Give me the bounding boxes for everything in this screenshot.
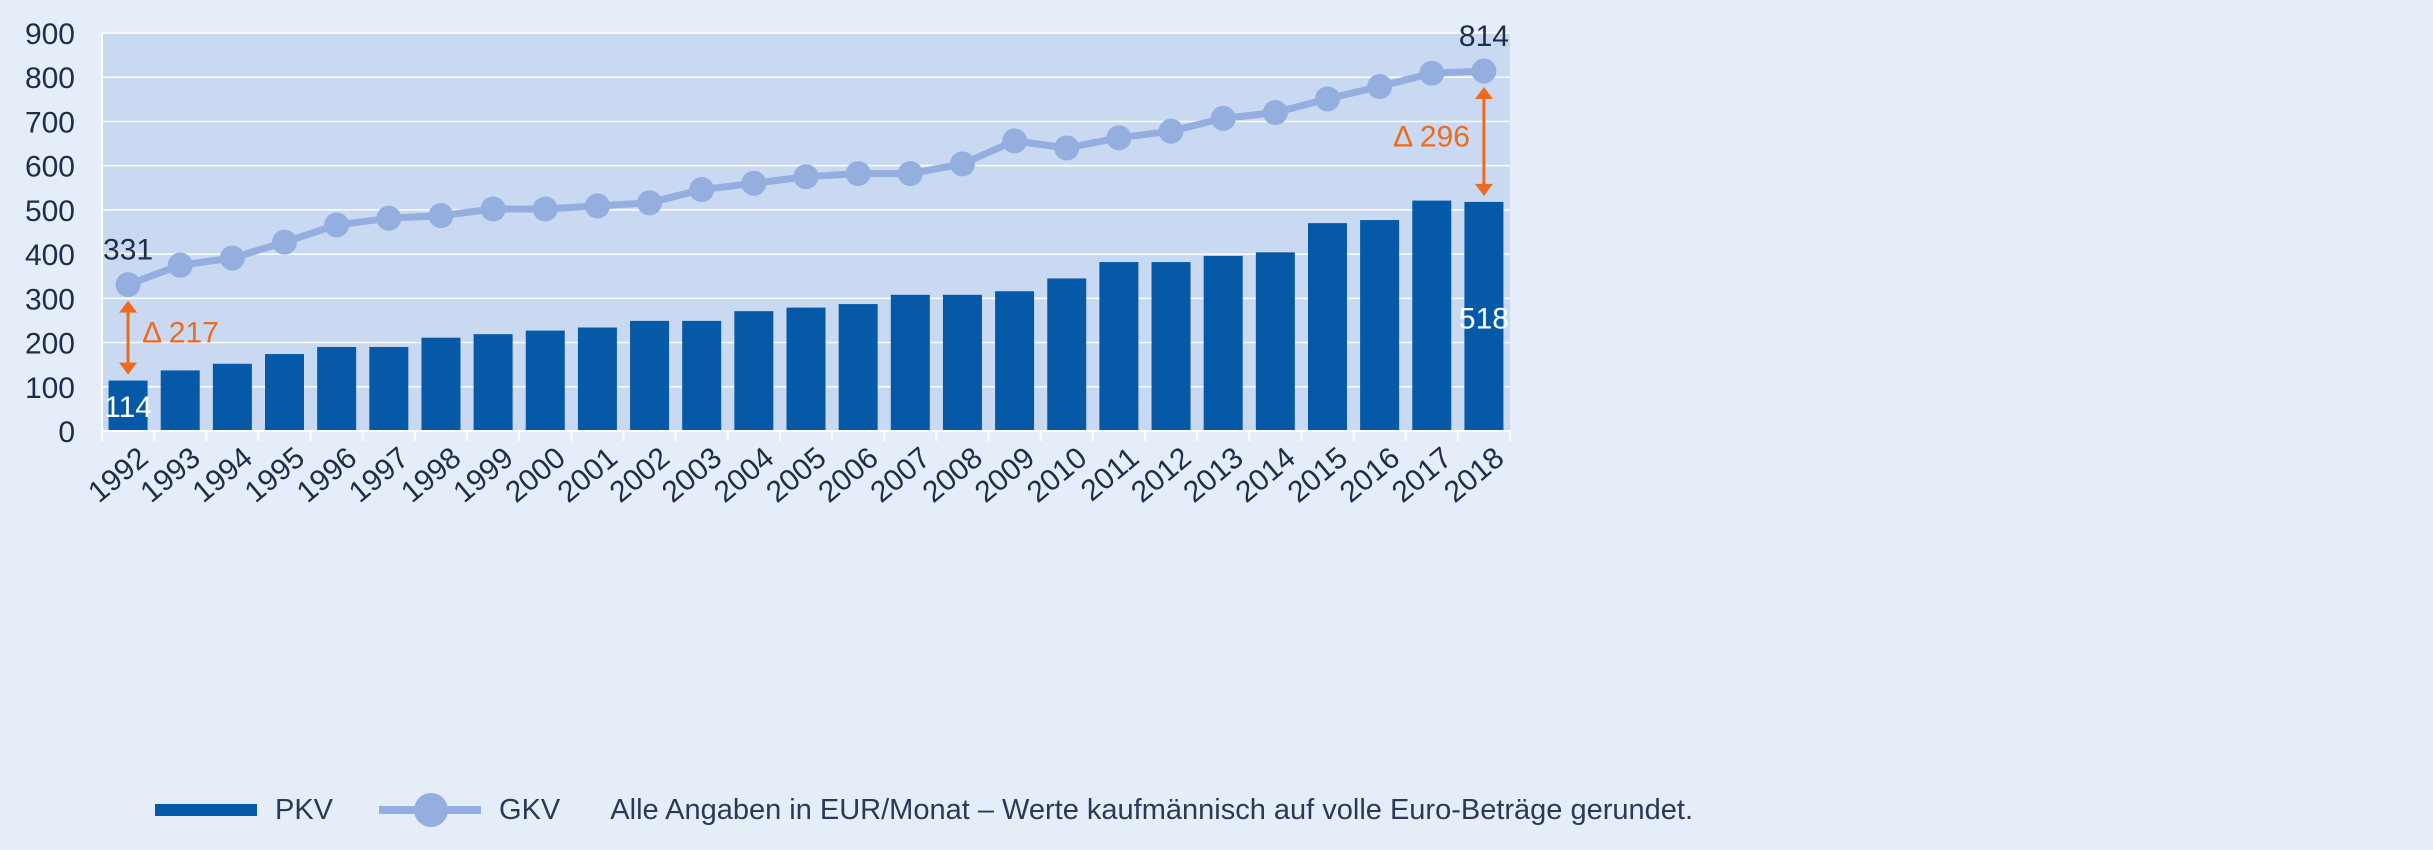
gkv-point [115, 272, 141, 298]
gkv-point [376, 205, 402, 231]
pkv-bar [265, 354, 305, 431]
pkv-bar [1099, 262, 1139, 431]
data-labels: 331 814 114 518 [103, 20, 1509, 424]
pkv-bar [1203, 255, 1243, 431]
pkv-bar [212, 363, 252, 431]
gkv-point [689, 177, 715, 203]
x-tick-label: 2011 [1075, 441, 1146, 508]
gkv-point [741, 170, 767, 196]
y-tick-label: 300 [25, 283, 75, 316]
pkv-bar [1464, 201, 1504, 431]
pkv-data-label-last: 518 [1459, 302, 1509, 335]
pkv-bar [786, 307, 826, 431]
pkv-data-label-first: 114 [104, 391, 152, 424]
gkv-point [1262, 100, 1288, 126]
x-axis [101, 33, 1511, 441]
y-tick-label: 400 [25, 239, 75, 272]
gkv-point [272, 229, 298, 255]
gkv-point [1419, 60, 1445, 86]
gkv-point [1158, 118, 1184, 144]
pkv-bar [942, 294, 982, 431]
delta-annotations: Δ 217 Δ 296 [119, 87, 1493, 375]
pkv-bar [1307, 223, 1347, 431]
pkv-bar [421, 337, 461, 431]
y-tick-label: 500 [25, 195, 75, 228]
delta-label-last: Δ 296 [1393, 120, 1470, 153]
y-tick-label: 100 [25, 372, 75, 405]
pkv-bar [995, 291, 1035, 431]
pkv-legend-swatch [155, 804, 257, 816]
gkv-point [219, 245, 245, 271]
legend-note: Alle Angaben in EUR/Monat – Werte kaufmä… [610, 793, 1694, 826]
gkv-point [793, 164, 819, 190]
gkv-point [845, 161, 871, 187]
x-tick-label: 2018 [1438, 441, 1510, 509]
pkv-bar [369, 346, 409, 431]
pkv-bar [838, 304, 878, 431]
gkv-point [428, 203, 454, 229]
gkv-point [1002, 128, 1028, 154]
pkv-bar [1047, 278, 1087, 431]
delta-arrowhead [119, 362, 138, 375]
pkv-bar [1151, 262, 1191, 431]
pkv-bar [630, 320, 670, 431]
legend: PKV GKV Alle Angaben in EUR/Monat – Wert… [155, 790, 1693, 830]
pkv-legend-label: PKV [275, 793, 334, 826]
pkv-bar [682, 320, 722, 431]
y-tick-label: 800 [25, 62, 75, 95]
gkv-point [584, 193, 610, 219]
gkv-point [1054, 135, 1080, 161]
pkv-bar [577, 327, 617, 431]
gkv-point [637, 190, 663, 216]
gkv-point [1367, 74, 1393, 100]
gkv-point [324, 212, 350, 238]
delta-arrowhead [1474, 87, 1493, 100]
gkv-line-series [115, 58, 1497, 298]
delta-arrowhead [119, 300, 138, 313]
gkv-point [1314, 86, 1340, 112]
gkv-data-label-first: 331 [103, 234, 153, 267]
y-tick-label: 200 [25, 328, 75, 361]
gkv-point [532, 196, 558, 222]
gkv-point [897, 161, 923, 187]
pkv-bar [473, 334, 513, 431]
gkv-point [167, 252, 193, 278]
delta-label-first: Δ 217 [142, 317, 219, 350]
pkv-bar [317, 346, 357, 431]
gkv-legend-swatch [379, 793, 482, 827]
gkv-point [949, 151, 975, 177]
gkv-point [1106, 125, 1132, 151]
pkv-bars [108, 200, 1504, 431]
gkv-data-label-last: 814 [1459, 20, 1509, 53]
pkv-bar [734, 311, 774, 431]
pkv-bar [890, 294, 930, 431]
y-tick-label: 900 [25, 18, 75, 51]
pkv-bar [1360, 220, 1400, 431]
gkv-point [1471, 58, 1497, 84]
pkv-bar [1412, 200, 1452, 431]
y-tick-label: 700 [25, 106, 75, 139]
pkv-bar [160, 370, 200, 431]
gkv-point [480, 196, 506, 222]
y-tick-label: 0 [58, 416, 75, 449]
pkv-bar [108, 380, 148, 431]
gkv-point [1210, 105, 1236, 131]
delta-arrowhead [1474, 183, 1493, 196]
pkv-bar [525, 330, 565, 431]
gkv-legend-label: GKV [499, 793, 561, 826]
x-axis-tick-labels: 1992199319941995199619971998199920002001… [82, 441, 1510, 509]
y-tick-label: 600 [25, 151, 75, 184]
pkv-bar [1255, 252, 1295, 431]
y-axis-tick-labels: 0 100 200 300 400 500 600 700 800 900 [25, 18, 75, 449]
